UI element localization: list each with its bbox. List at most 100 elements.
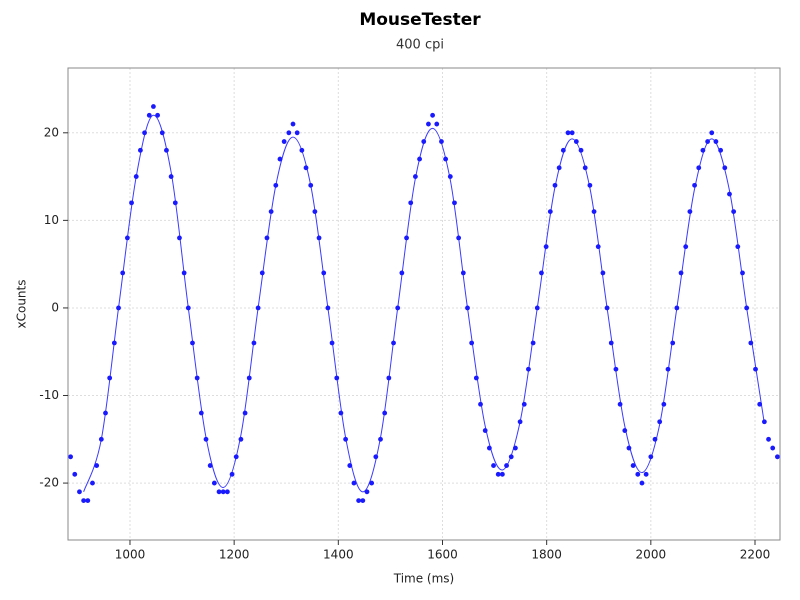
data-point xyxy=(539,270,544,276)
data-point xyxy=(391,340,396,346)
data-point xyxy=(513,445,518,451)
data-point xyxy=(521,401,527,407)
data-point xyxy=(757,401,763,407)
data-point xyxy=(774,454,780,460)
data-point xyxy=(185,305,191,311)
data-point xyxy=(504,463,509,468)
data-point xyxy=(486,445,492,451)
data-point xyxy=(155,112,160,118)
data-point xyxy=(770,445,776,451)
data-point xyxy=(264,235,270,241)
data-point xyxy=(582,165,588,171)
data-point xyxy=(81,498,87,503)
data-point xyxy=(530,340,536,346)
y-tick-label: 10 xyxy=(44,213,59,227)
y-tick-label: 0 xyxy=(51,300,59,314)
data-point xyxy=(622,428,628,433)
data-point xyxy=(495,471,501,477)
data-point xyxy=(639,480,645,486)
data-point xyxy=(665,366,671,372)
data-point xyxy=(203,436,209,442)
data-point xyxy=(547,209,553,215)
data-point xyxy=(565,130,571,136)
data-point xyxy=(334,375,340,381)
data-point xyxy=(190,340,195,346)
data-point xyxy=(373,454,379,460)
data-point xyxy=(696,165,702,171)
data-point xyxy=(273,182,279,188)
data-point xyxy=(417,156,422,162)
data-point xyxy=(731,209,737,215)
data-point xyxy=(722,165,728,171)
data-point xyxy=(312,209,318,215)
data-point xyxy=(517,419,523,425)
data-point xyxy=(674,305,680,311)
data-point xyxy=(452,200,457,206)
data-point xyxy=(700,147,706,153)
plot-border xyxy=(67,67,781,541)
data-point xyxy=(90,480,95,486)
data-point xyxy=(766,436,771,442)
data-point xyxy=(613,366,619,372)
data-point xyxy=(430,112,435,118)
y-tick-label: 20 xyxy=(44,125,59,139)
data-point xyxy=(382,410,388,416)
y-tick-label: -10 xyxy=(39,388,59,402)
data-point xyxy=(211,480,217,486)
x-tick-label: 1800 xyxy=(531,548,562,562)
data-point xyxy=(404,235,409,241)
data-point xyxy=(460,270,466,276)
data-point xyxy=(526,366,531,372)
data-point xyxy=(133,174,139,179)
data-point xyxy=(426,121,431,127)
data-point xyxy=(290,121,296,127)
data-point xyxy=(220,489,226,495)
data-point xyxy=(299,147,305,153)
chart-subtitle: 400 cpi xyxy=(396,38,444,53)
data-point xyxy=(744,305,750,311)
data-point xyxy=(338,410,344,416)
data-point xyxy=(543,244,549,250)
data-point xyxy=(443,156,449,162)
x-axis-title: Time (ms) xyxy=(393,572,455,586)
data-point xyxy=(111,340,117,346)
data-point xyxy=(116,305,121,311)
data-point xyxy=(753,366,758,372)
data-point xyxy=(399,270,405,276)
data-point xyxy=(573,139,579,144)
data-point xyxy=(587,182,593,188)
data-point xyxy=(229,471,235,477)
data-point xyxy=(761,419,767,425)
data-point xyxy=(164,147,169,153)
data-point xyxy=(748,340,754,346)
data-point xyxy=(124,235,130,241)
data-point xyxy=(683,244,689,250)
x-tick-label: 1000 xyxy=(115,548,146,562)
data-point xyxy=(608,340,614,346)
data-point xyxy=(491,463,496,468)
data-point xyxy=(294,130,300,136)
data-point xyxy=(617,401,623,407)
data-point xyxy=(473,375,479,381)
data-point xyxy=(281,139,287,144)
data-point xyxy=(151,104,156,109)
data-point xyxy=(478,401,483,407)
data-point xyxy=(626,445,632,451)
data-point xyxy=(94,463,100,468)
data-point xyxy=(421,139,427,144)
data-point xyxy=(303,165,309,171)
data-point xyxy=(569,130,575,136)
data-point xyxy=(177,235,182,241)
data-point xyxy=(251,340,257,346)
data-point xyxy=(630,463,636,468)
data-point xyxy=(395,305,401,311)
data-point xyxy=(670,340,676,346)
y-tick-label: -20 xyxy=(39,476,59,490)
data-point xyxy=(360,498,366,503)
data-point xyxy=(735,244,741,250)
data-point xyxy=(661,401,667,407)
data-point xyxy=(142,130,147,136)
data-point xyxy=(434,121,440,127)
